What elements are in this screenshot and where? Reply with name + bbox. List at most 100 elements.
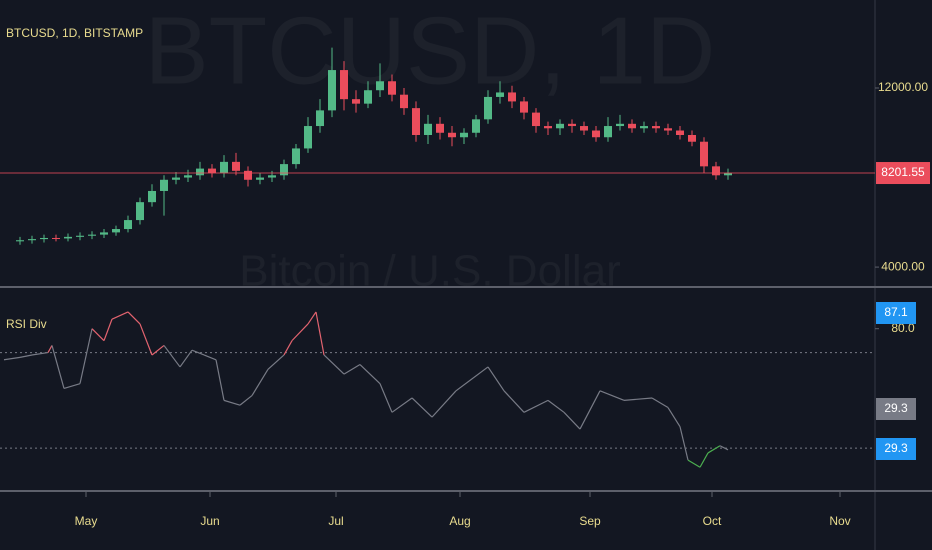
rsi-segment <box>687 459 701 468</box>
candle-body <box>64 236 72 239</box>
candle-body <box>676 130 684 135</box>
candle-body <box>340 70 348 100</box>
rsi-segment <box>47 345 53 353</box>
watermark: BTCUSD, 1D <box>145 0 716 104</box>
marker-label-box <box>876 438 916 460</box>
candle-body <box>316 110 324 127</box>
candle-body <box>568 123 576 127</box>
x-tick-label: Nov <box>829 514 850 528</box>
candle-body <box>88 234 96 236</box>
rsi-segment <box>431 390 457 418</box>
rsi-segment <box>719 445 729 451</box>
rsi-segment <box>379 383 393 413</box>
rsi-segment <box>359 364 381 385</box>
candle-body <box>664 128 672 131</box>
rsi-segment <box>579 390 601 430</box>
rsi-segment <box>203 354 217 361</box>
rsi-segment <box>599 390 625 401</box>
rsi-segment <box>667 407 681 427</box>
candle-body <box>244 170 252 180</box>
price-label-box <box>876 162 930 185</box>
x-tick-label: Jul <box>328 514 343 528</box>
rsi-segment <box>191 349 205 356</box>
rsi-segment <box>127 311 141 325</box>
candle-body <box>220 161 228 174</box>
rsi-segment <box>323 354 345 375</box>
x-tick-label: Jun <box>200 514 219 528</box>
candle-body <box>508 92 516 102</box>
candle-body <box>604 126 612 138</box>
rsi-segment <box>523 399 549 413</box>
candle-body <box>580 126 588 131</box>
candle-body <box>544 126 552 129</box>
candle-body <box>292 148 300 165</box>
candle-body <box>424 123 432 135</box>
candle-body <box>352 99 360 104</box>
candle-body <box>52 237 60 239</box>
candle-body <box>136 202 144 221</box>
candle-body <box>556 123 564 129</box>
y-tick-label: 12000.00 <box>878 80 928 94</box>
candle-body <box>232 161 240 171</box>
candle-body <box>712 166 720 176</box>
rsi-segment <box>79 328 93 384</box>
x-tick-label: May <box>75 514 98 528</box>
candle-body <box>532 112 540 127</box>
candle-body <box>412 108 420 135</box>
candle-body <box>688 135 696 142</box>
rsi-segment <box>623 397 653 401</box>
candle-body <box>124 220 132 230</box>
rsi-segment <box>251 369 269 396</box>
marker-label: 29.3 <box>884 441 908 455</box>
candle-body <box>652 126 660 129</box>
rsi-segment <box>563 411 581 430</box>
candle-body <box>520 101 528 113</box>
rsi-segment <box>179 349 193 368</box>
marker-label: 29.3 <box>884 401 908 415</box>
candle-body <box>640 126 648 129</box>
rsi-segment <box>239 395 253 406</box>
rsi-segment <box>547 399 565 413</box>
y-tick-label: 4000.00 <box>881 259 925 273</box>
candle-body <box>40 237 48 240</box>
rsi-segment <box>707 445 721 454</box>
candle-body <box>628 123 636 129</box>
marker-label: 87.1 <box>884 305 908 319</box>
candle-body <box>364 90 372 104</box>
x-tick-label: Aug <box>449 514 470 528</box>
candle-body <box>460 132 468 138</box>
candle-body <box>496 92 504 97</box>
rsi-segment <box>267 354 285 370</box>
indicator-title: RSI Div <box>6 317 47 331</box>
rsi-segment <box>31 351 49 356</box>
candle-body <box>448 132 456 138</box>
rsi-segment <box>679 426 689 461</box>
watermark-subtitle: Bitcoin / U.S. Dollar <box>239 247 620 296</box>
rsi-segment <box>503 390 525 413</box>
x-tick-label: Oct <box>703 514 722 528</box>
rsi-segment <box>215 359 225 401</box>
rsi-segment <box>315 311 325 356</box>
candle-body <box>700 141 708 167</box>
candle-body <box>256 177 264 180</box>
rsi-segment <box>223 399 241 406</box>
candle-body <box>172 177 180 180</box>
rsi-segment <box>91 328 105 342</box>
candle-body <box>196 168 204 176</box>
rsi-segment <box>151 344 165 356</box>
rsi-segment <box>651 397 669 409</box>
y-tick-label: 80.0 <box>891 321 915 335</box>
rsi-segment <box>455 366 489 392</box>
candle-body <box>148 190 156 203</box>
rsi-segment <box>139 323 153 356</box>
candle-body <box>484 96 492 120</box>
candle-body <box>184 175 192 178</box>
candle-body <box>328 70 336 111</box>
candle-body <box>592 130 600 138</box>
rsi-segment <box>343 364 361 375</box>
candle-body <box>16 240 24 242</box>
candle-body <box>388 81 396 95</box>
